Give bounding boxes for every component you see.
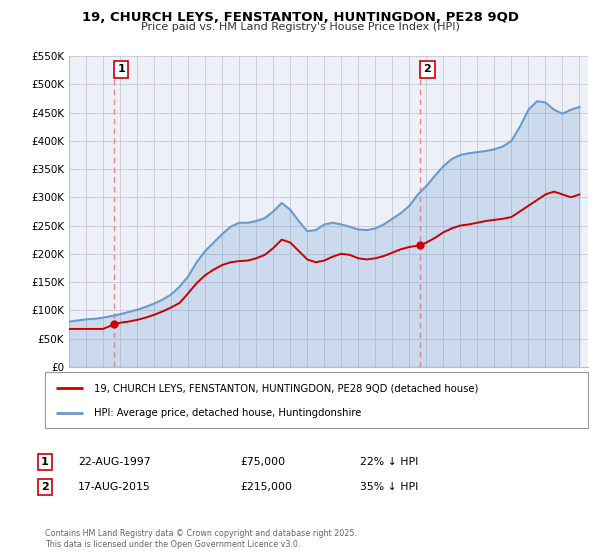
Text: 35% ↓ HPI: 35% ↓ HPI <box>360 482 418 492</box>
Text: Price paid vs. HM Land Registry's House Price Index (HPI): Price paid vs. HM Land Registry's House … <box>140 22 460 32</box>
Text: 1: 1 <box>41 457 49 467</box>
Text: 2: 2 <box>41 482 49 492</box>
Text: 17-AUG-2015: 17-AUG-2015 <box>78 482 151 492</box>
Text: 22-AUG-1997: 22-AUG-1997 <box>78 457 151 467</box>
Text: 1: 1 <box>118 64 125 74</box>
Text: 22% ↓ HPI: 22% ↓ HPI <box>360 457 418 467</box>
FancyBboxPatch shape <box>45 372 588 428</box>
Text: 2: 2 <box>424 64 431 74</box>
Text: Contains HM Land Registry data © Crown copyright and database right 2025.
This d: Contains HM Land Registry data © Crown c… <box>45 529 357 549</box>
Text: HPI: Average price, detached house, Huntingdonshire: HPI: Average price, detached house, Hunt… <box>94 408 361 418</box>
Text: £215,000: £215,000 <box>240 482 292 492</box>
Text: 19, CHURCH LEYS, FENSTANTON, HUNTINGDON, PE28 9QD: 19, CHURCH LEYS, FENSTANTON, HUNTINGDON,… <box>82 11 518 24</box>
Text: 19, CHURCH LEYS, FENSTANTON, HUNTINGDON, PE28 9QD (detached house): 19, CHURCH LEYS, FENSTANTON, HUNTINGDON,… <box>94 383 478 393</box>
Text: £75,000: £75,000 <box>240 457 285 467</box>
